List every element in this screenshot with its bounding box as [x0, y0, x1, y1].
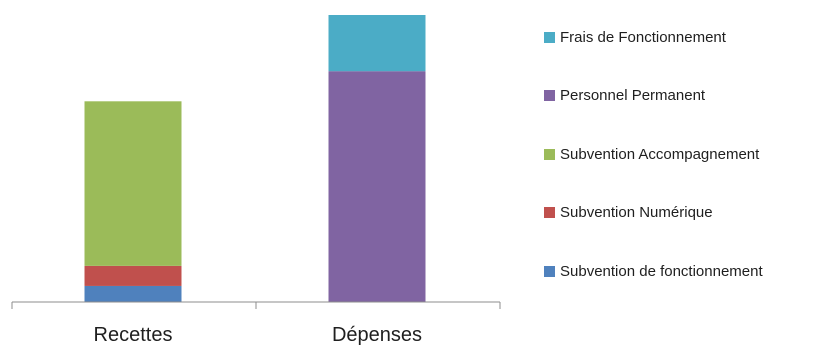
legend-label: Subvention Numérique: [560, 204, 713, 221]
legend: Frais de Fonctionnement Personnel Perman…: [544, 22, 763, 315]
bar-segment-depenses-3: [328, 71, 426, 302]
legend-item-frais-fonctionnement: Frais de Fonctionnement: [544, 22, 763, 52]
legend-swatch: [544, 90, 555, 101]
bar-segment-depenses-4: [328, 15, 426, 72]
legend-swatch: [544, 148, 555, 160]
bars-layer: [84, 15, 426, 302]
bar-segment-recettes-1: [84, 265, 182, 286]
x-tick-label-depenses: Dépenses: [332, 324, 422, 346]
legend-label: Subvention Accompagnement: [560, 145, 760, 163]
legend-label: Personnel Permanent: [560, 87, 706, 104]
legend-swatch: [544, 31, 555, 43]
legend-swatch: [544, 265, 555, 277]
bar-segment-recettes-0: [84, 285, 182, 302]
legend-label: Subvention de fonctionnement: [560, 262, 763, 280]
legend-item-subvention-fonctionnement: Subvention de fonctionnement: [544, 256, 763, 286]
legend-item-personnel-permanent: Personnel Permanent: [544, 81, 763, 111]
legend-swatch: [544, 207, 555, 218]
legend-item-subvention-numerique: Subvention Numérique: [544, 198, 763, 228]
legend-label: Frais de Fonctionnement: [560, 28, 726, 46]
x-tick-label-recettes: Recettes: [94, 324, 173, 346]
bar-segment-recettes-2: [84, 101, 182, 266]
legend-item-subvention-accompagnement: Subvention Accompagnement: [544, 139, 763, 169]
